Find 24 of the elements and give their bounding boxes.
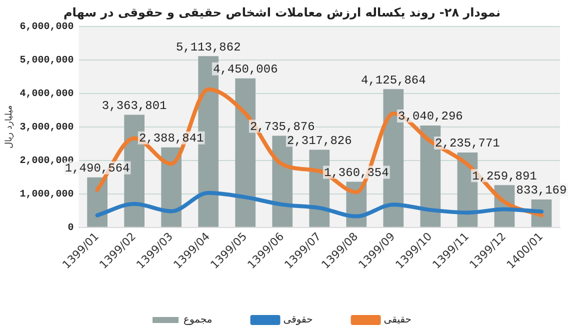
data-label: 4,125,864	[361, 73, 426, 88]
data-label: 1,360,354	[324, 166, 389, 180]
data-label: 1,490,564	[64, 162, 130, 176]
data-label: 4,450,006	[212, 62, 278, 76]
data-label: 2,735,876	[250, 120, 315, 134]
data-label: 2,388,841	[138, 132, 204, 146]
legend-label: حقوقی	[283, 314, 313, 326]
y-tick-label: 1,000,000	[20, 189, 74, 200]
chart-title: نمودار ۲۸- روند یکساله ارزش معاملات اشخاص حقیقی و حقوقی در سهام	[64, 5, 500, 20]
data-label: 2,235,771	[435, 136, 500, 151]
y-tick-label: 0	[68, 222, 74, 234]
data-label: 3,040,296	[398, 110, 463, 124]
legend-label: حقیقی	[384, 314, 412, 326]
data-label: 833,169	[516, 184, 567, 198]
data-label: 3,363,801	[102, 98, 167, 113]
data-label: 1,259,891	[472, 169, 537, 184]
data-label: 5,113,862	[176, 40, 241, 54]
legend-label: مجموع	[184, 314, 212, 326]
data-label: 2,317,826	[287, 134, 352, 148]
y-tick-label: 4,000,000	[20, 88, 74, 100]
y-tick-label: 5,000,000	[20, 55, 74, 66]
y-tick-label: 6,000,000	[20, 22, 74, 33]
y-axis-title: میلیارد ریال	[4, 105, 15, 149]
y-tick-label: 3,000,000	[20, 122, 74, 134]
